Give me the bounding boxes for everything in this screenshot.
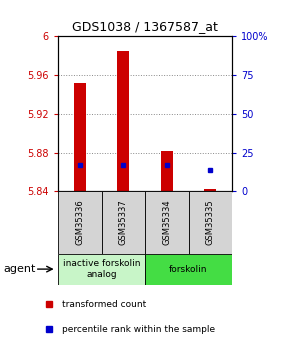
Text: GSM35336: GSM35336 bbox=[75, 200, 84, 245]
Text: percentile rank within the sample: percentile rank within the sample bbox=[62, 325, 215, 334]
Bar bbox=[204, 189, 216, 191]
Bar bbox=[58, 254, 145, 285]
Bar bbox=[102, 191, 145, 254]
Text: GSM35335: GSM35335 bbox=[206, 200, 215, 245]
Text: GSM35337: GSM35337 bbox=[119, 200, 128, 245]
Bar bbox=[188, 191, 232, 254]
Bar bbox=[161, 151, 173, 191]
Text: agent: agent bbox=[3, 264, 35, 274]
Bar bbox=[58, 191, 102, 254]
Text: GSM35334: GSM35334 bbox=[162, 200, 171, 245]
Bar bbox=[145, 191, 188, 254]
Text: GDS1038 / 1367587_at: GDS1038 / 1367587_at bbox=[72, 20, 218, 33]
Bar bbox=[74, 83, 86, 191]
Bar bbox=[117, 51, 129, 191]
Text: inactive forskolin
analog: inactive forskolin analog bbox=[63, 259, 140, 279]
Text: transformed count: transformed count bbox=[62, 299, 147, 308]
Text: forskolin: forskolin bbox=[169, 265, 208, 274]
Bar bbox=[145, 254, 232, 285]
